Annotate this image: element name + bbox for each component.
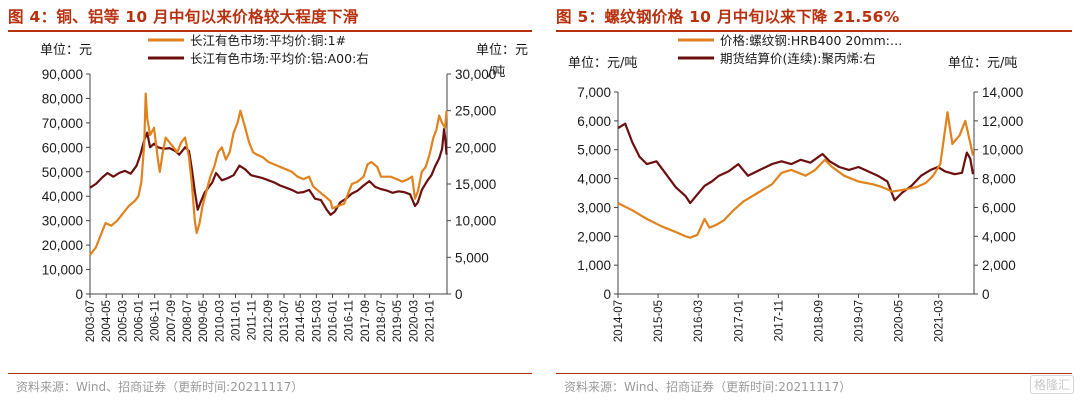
right-tick-label: 8,000 bbox=[982, 172, 1016, 187]
left-tick-label: 10,000 bbox=[42, 263, 83, 278]
left-tick-label: 1,000 bbox=[577, 258, 611, 273]
right-unit-label-suffix: /吨 bbox=[488, 65, 505, 80]
figure-4-panel: 图 4：铜、铝等 10 月中旬以来价格较大程度下滑 0 10,000 20,000 3… bbox=[8, 8, 532, 394]
legend-label: 价格:螺纹钢:HRB400 20mm:… bbox=[720, 33, 902, 48]
x-tick-label: 2016-11 bbox=[344, 300, 356, 341]
x-tick-label: 2004-05 bbox=[101, 300, 113, 342]
left-tick-label: 7,000 bbox=[577, 85, 611, 100]
figure-title: 图 5：螺纹钢价格 10 月中旬以来下降 21.56% bbox=[556, 8, 900, 26]
right-tick-label: 5,000 bbox=[455, 250, 489, 265]
figure-5-panel: 图 5：螺纹钢价格 10 月中旬以来下降 21.56% 0 1,000 2,000 3… bbox=[548, 0, 1080, 400]
figure-title: 图 4：铜、铝等 10 月中旬以来价格较大程度下滑 bbox=[8, 8, 359, 26]
legend-label: 期货结算价(连续):聚丙烯:右 bbox=[720, 51, 876, 66]
title-divider bbox=[8, 30, 532, 32]
left-tick-label: 20,000 bbox=[42, 238, 83, 253]
right-tick-label: 12,000 bbox=[982, 114, 1023, 129]
x-tick-label: 2019-07 bbox=[854, 300, 866, 342]
right-tick-label: 0 bbox=[982, 287, 990, 302]
right-tick-label: 25,000 bbox=[455, 104, 496, 119]
source-divider bbox=[556, 373, 1072, 374]
right-unit-label: 单位：元/吨 bbox=[948, 56, 1017, 71]
x-tick-label: 2014-05 bbox=[295, 300, 307, 342]
left-unit-label: 单位：元 bbox=[40, 43, 92, 58]
x-tick-label: 2006-01 bbox=[134, 300, 146, 342]
x-tick-label: 2018-09 bbox=[813, 300, 825, 342]
left-tick-label: 70,000 bbox=[42, 116, 83, 131]
left-tick-label: 50,000 bbox=[42, 165, 83, 180]
left-tick-label: 5,000 bbox=[577, 143, 611, 158]
series-line-1 bbox=[89, 127, 448, 216]
left-tick-label: 40,000 bbox=[42, 189, 83, 204]
x-tick-label: 2017-01 bbox=[733, 300, 745, 342]
x-tick-label: 2020-03 bbox=[408, 300, 420, 342]
watermark-logo: 格隆汇 bbox=[1029, 375, 1074, 394]
rebar-polypropylene-chart: 0 1,000 2,000 3,000 4,000 5,000 6,000 7,000 0 2,0… bbox=[568, 33, 1023, 342]
legend-label: 长江有色市场:平均价:铜:1# bbox=[190, 33, 346, 48]
right-tick-label: 0 bbox=[455, 287, 463, 302]
left-tick-label: 6,000 bbox=[577, 114, 611, 129]
x-tick-label: 2010-03 bbox=[214, 300, 226, 342]
x-tick-label: 2011-11 bbox=[247, 300, 259, 341]
left-tick-label: 90,000 bbox=[42, 67, 83, 82]
x-tick-label: 2012-09 bbox=[263, 300, 275, 342]
series-line-0 bbox=[89, 92, 448, 256]
right-tick-label: 14,000 bbox=[982, 85, 1023, 100]
source-note: 资料来源：Wind、招商证券（更新时间:20211117） bbox=[16, 380, 304, 394]
right-tick-label: 20,000 bbox=[455, 140, 496, 155]
x-tick-label: 2015-03 bbox=[311, 300, 323, 342]
source-note: 资料来源：Wind、招商证券（更新时间:20211117） bbox=[564, 380, 852, 394]
legend-label: 长江有色市场:平均价:铝:A00:右 bbox=[190, 51, 369, 66]
x-tick-label: 2017-11 bbox=[773, 300, 785, 341]
x-tick-label: 2008-07 bbox=[182, 300, 194, 342]
x-tick-label: 2009-05 bbox=[198, 300, 210, 342]
left-tick-label: 4,000 bbox=[577, 172, 611, 187]
right-tick-label: 10,000 bbox=[982, 143, 1023, 158]
x-tick-label: 2020-05 bbox=[894, 300, 906, 342]
x-tick-label: 2021-01 bbox=[425, 300, 437, 342]
x-tick-label: 2016-03 bbox=[693, 300, 705, 342]
right-unit-label: 单位：元 bbox=[476, 43, 528, 58]
series-line-1 bbox=[617, 122, 975, 205]
left-tick-label: 0 bbox=[75, 287, 83, 302]
left-tick-label: 0 bbox=[603, 287, 611, 302]
x-tick-label: 2013-07 bbox=[279, 300, 291, 342]
right-tick-label: 15,000 bbox=[455, 177, 496, 192]
x-tick-label: 2016-01 bbox=[328, 300, 340, 342]
x-tick-label: 2006-11 bbox=[150, 300, 162, 341]
title-divider bbox=[556, 30, 1072, 32]
source-divider bbox=[8, 373, 532, 374]
x-tick-label: 2019-05 bbox=[392, 300, 404, 342]
x-tick-label: 2021-03 bbox=[934, 300, 946, 342]
left-tick-label: 2,000 bbox=[577, 229, 611, 244]
series-line-0 bbox=[617, 111, 975, 239]
left-tick-label: 60,000 bbox=[42, 140, 83, 155]
right-tick-label: 2,000 bbox=[982, 258, 1016, 273]
x-tick-label: 2014-07 bbox=[613, 300, 625, 342]
right-tick-label: 10,000 bbox=[455, 214, 496, 229]
x-tick-label: 2015-05 bbox=[653, 300, 665, 342]
x-tick-label: 2018-07 bbox=[376, 300, 388, 342]
x-tick-label: 2011-01 bbox=[231, 300, 243, 341]
left-tick-label: 3,000 bbox=[577, 200, 611, 215]
x-tick-label: 2007-09 bbox=[166, 300, 178, 342]
right-tick-label: 30,000 bbox=[455, 67, 496, 82]
x-tick-label: 2003-07 bbox=[85, 300, 97, 342]
right-tick-label: 6,000 bbox=[982, 200, 1016, 215]
x-tick-label: 2005-03 bbox=[117, 300, 129, 342]
left-unit-label: 单位：元/吨 bbox=[568, 56, 637, 71]
left-tick-label: 30,000 bbox=[42, 214, 83, 229]
right-tick-label: 4,000 bbox=[982, 229, 1016, 244]
metals-price-chart: 0 10,000 20,000 30,000 40,000 50,000 60,000 70,… bbox=[40, 33, 528, 342]
x-tick-label: 2017-09 bbox=[360, 300, 372, 342]
left-tick-label: 80,000 bbox=[42, 91, 83, 106]
